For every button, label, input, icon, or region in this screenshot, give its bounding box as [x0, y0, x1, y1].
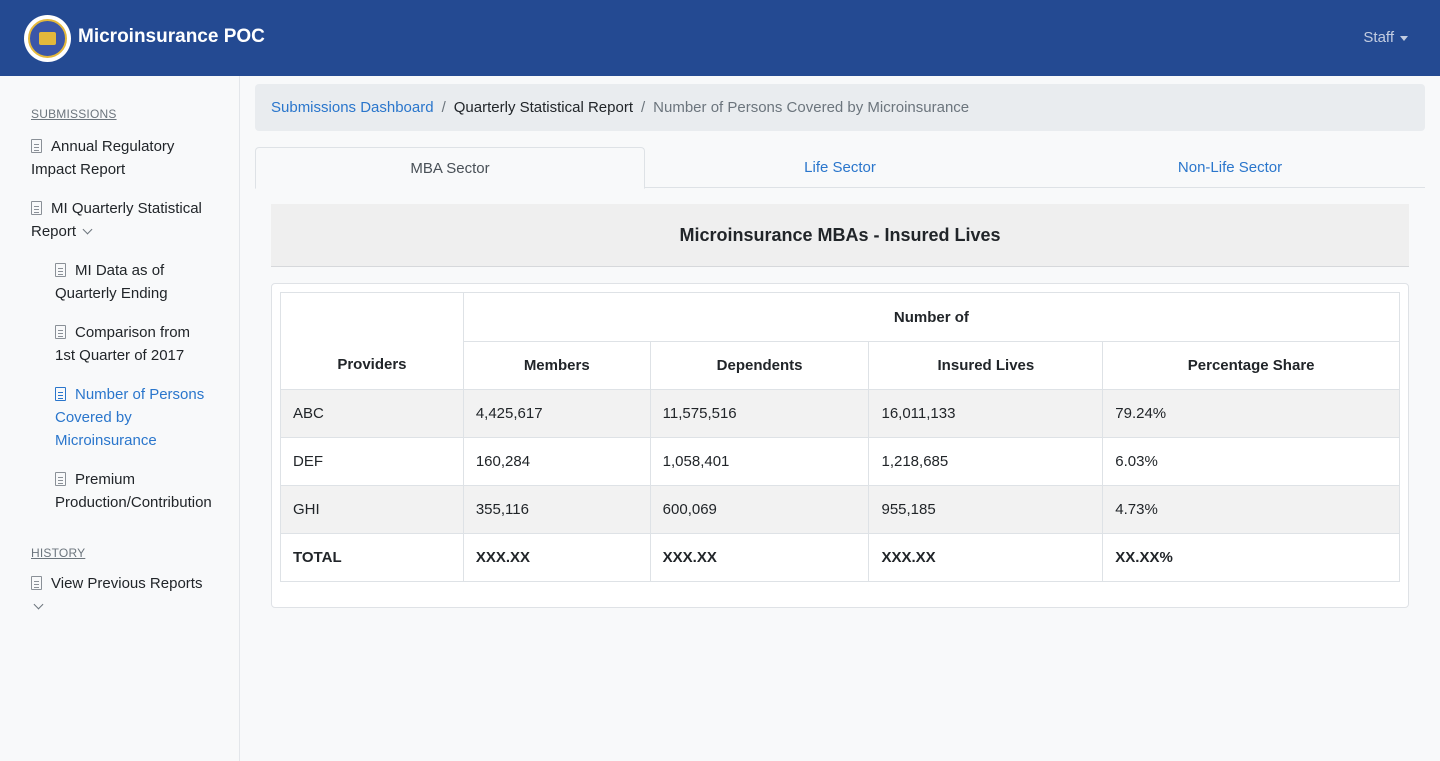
insured-lives-cell: 16,011,133 — [868, 389, 1104, 438]
sidebar-item-label: Number of Persons — [75, 386, 205, 403]
document-icon — [55, 472, 66, 486]
agency-seal-logo[interactable] — [24, 15, 71, 62]
sidebar-item-label: Comparison from — [75, 324, 191, 341]
column-header-percentage-share: Percentage Share — [1102, 341, 1400, 390]
breadcrumb: Submissions Dashboard / Quarterly Statis… — [255, 84, 1425, 131]
chevron-down-icon[interactable] — [82, 224, 93, 235]
history-heading: HISTORY — [31, 546, 86, 560]
breadcrumb-item-quarterly-statistical-report: Quarterly Statistical Report — [453, 99, 633, 116]
document-icon — [55, 387, 66, 401]
submissions-heading: SUBMISSIONS — [31, 107, 117, 121]
dependents-cell: XXX.XX — [649, 533, 870, 582]
sidebar-item-annual-regulatory-impact-report[interactable]: Annual Regulatory Impact Report — [31, 135, 174, 181]
sidebar-item-label: Impact Report — [31, 161, 126, 178]
sidebar-item-label: Premium — [75, 471, 136, 488]
insured-lives-table: Providers Number of Members Dependents I… — [280, 292, 1401, 582]
seal-icon — [28, 19, 67, 58]
column-header-providers: Providers — [280, 292, 464, 390]
dependents-cell: 11,575,516 — [649, 389, 870, 438]
sidebar-item-comparison-from-1st-quarter[interactable]: Comparison from 1st Quarter of 2017 — [55, 321, 190, 367]
percentage-share-cell: 4.73% — [1102, 485, 1400, 534]
sidebar-item-label: MI Data as of — [75, 262, 165, 279]
sidebar-item-label: Production/Contribution — [55, 494, 212, 511]
sidebar-item-mi-quarterly-statistical-report[interactable]: MI Quarterly Statistical Report — [31, 197, 202, 243]
column-header-insured-lives: Insured Lives — [868, 341, 1104, 390]
insured-lives-cell: 1,218,685 — [868, 437, 1104, 486]
table-row: GHI 355,116 600,069 955,185 4.73% — [280, 485, 1400, 534]
sidebar: SUBMISSIONS Annual Regulatory Impact Rep… — [0, 76, 240, 761]
document-icon — [55, 325, 66, 339]
document-icon — [31, 576, 42, 590]
sidebar-item-label: Annual Regulatory — [51, 138, 175, 155]
sidebar-item-premium-production[interactable]: Premium Production/Contribution — [55, 468, 212, 514]
total-row: TOTAL XXX.XX XXX.XX XXX.XX XX.XX% — [280, 533, 1400, 582]
table-row: DEF 160,284 1,058,401 1,218,685 6.03% — [280, 437, 1400, 486]
document-icon — [31, 139, 42, 153]
sidebar-item-mi-data-as-of-quarterly-ending[interactable]: MI Data as of Quarterly Ending — [55, 259, 168, 305]
sidebar-item-number-of-persons-covered[interactable]: Number of Persons Covered by Microinsura… — [55, 383, 204, 452]
provider-cell: GHI — [280, 485, 464, 534]
document-icon — [55, 263, 66, 277]
sidebar-item-label: 1st Quarter of 2017 — [55, 347, 185, 364]
user-menu-dropdown[interactable]: Staff — [1363, 29, 1408, 46]
percentage-share-cell: XX.XX% — [1102, 533, 1400, 582]
sidebar-item-label: Quarterly Ending — [55, 285, 168, 302]
sidebar-item-label: View Previous Reports — [51, 575, 203, 592]
members-cell: 4,425,617 — [462, 389, 651, 438]
dependents-cell: 600,069 — [649, 485, 870, 534]
members-cell: XXX.XX — [462, 533, 651, 582]
sidebar-item-label: Covered by — [55, 409, 132, 426]
table-row: ABC 4,425,617 11,575,516 16,011,133 79.2… — [280, 389, 1400, 438]
caret-down-icon — [1400, 35, 1408, 41]
app-title[interactable]: Microinsurance POC — [78, 26, 265, 47]
provider-cell: TOTAL — [280, 533, 464, 582]
sidebar-item-label: Report — [31, 223, 77, 240]
tab-non-life-sector[interactable]: Non-Life Sector — [1177, 159, 1283, 176]
members-cell: 160,284 — [462, 437, 651, 486]
breadcrumb-separator: / — [641, 99, 646, 116]
breadcrumb-active-item: Number of Persons Covered by Microinsura… — [653, 99, 970, 116]
user-menu-label: Staff — [1363, 29, 1394, 46]
sidebar-item-label: MI Quarterly Statistical — [51, 200, 202, 217]
percentage-share-cell: 79.24% — [1102, 389, 1400, 438]
column-header-members: Members — [462, 341, 651, 390]
provider-cell: DEF — [280, 437, 464, 486]
document-icon — [31, 201, 42, 215]
sector-tabs: MBA Sector Life Sector Non-Life Sector — [255, 147, 1425, 189]
top-navbar: Microinsurance POC Staff — [0, 0, 1440, 76]
provider-cell: ABC — [280, 389, 464, 438]
tab-mba-sector[interactable]: MBA Sector — [255, 147, 645, 189]
section-title: Microinsurance MBAs - Insured Lives — [271, 204, 1409, 267]
column-group-header: Number of — [462, 292, 1401, 342]
dependents-cell: 1,058,401 — [649, 437, 870, 486]
table-card: Providers Number of Members Dependents I… — [271, 283, 1409, 608]
breadcrumb-separator: / — [441, 99, 446, 116]
breadcrumb-link-submissions-dashboard[interactable]: Submissions Dashboard — [271, 99, 434, 116]
members-cell: 355,116 — [462, 485, 651, 534]
sidebar-item-label: Microinsurance — [55, 432, 157, 449]
chevron-down-icon[interactable] — [33, 599, 44, 610]
tab-life-sector[interactable]: Life Sector — [804, 159, 876, 176]
insured-lives-cell: 955,185 — [868, 485, 1104, 534]
sidebar-item-view-previous-reports[interactable]: View Previous Reports — [31, 572, 202, 618]
insured-lives-cell: XXX.XX — [868, 533, 1104, 582]
column-header-dependents: Dependents — [649, 341, 870, 390]
percentage-share-cell: 6.03% — [1102, 437, 1400, 486]
